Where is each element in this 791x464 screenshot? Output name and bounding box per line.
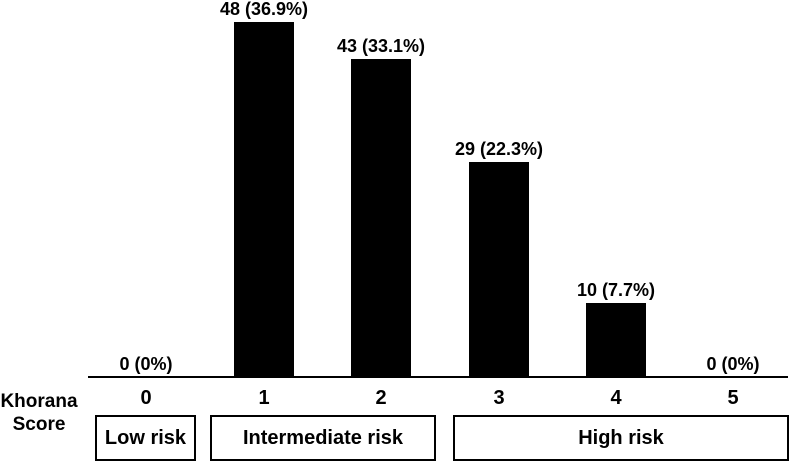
risk-group-label: High risk — [578, 426, 664, 449]
x-tick-label-2: 2 — [375, 387, 387, 409]
x-tick-label-3: 3 — [493, 387, 505, 409]
x-tick-label-4: 4 — [610, 387, 622, 409]
bar-value-label-score-0: 0 (0%) — [119, 354, 173, 374]
bar-value-label-score-3: 29 (22.3%) — [454, 139, 544, 159]
risk-group-label: Intermediate risk — [242, 426, 404, 449]
risk-group-box-low-risk: Low risk — [95, 415, 196, 461]
x-tick-label-0: 0 — [140, 387, 152, 409]
bar-score-4 — [586, 303, 646, 377]
bar-value-label-score-4: 10 (7.7%) — [576, 280, 656, 300]
risk-group-box-high-risk: High risk — [453, 415, 789, 461]
bar-value-label-score-2: 43 (33.1%) — [336, 36, 426, 56]
x-axis-title-line-2: Score — [12, 414, 66, 435]
risk-group-label: Low risk — [104, 426, 187, 449]
x-tick-label-1: 1 — [258, 387, 270, 409]
bar-score-1 — [234, 22, 294, 377]
bar-score-2 — [351, 59, 411, 377]
x-axis-line — [88, 376, 788, 378]
bar-score-3 — [469, 162, 529, 377]
risk-group-box-intermediate-risk: Intermediate risk — [210, 415, 436, 461]
x-axis-title-line-1: Khorana — [0, 391, 78, 412]
bar-value-label-score-1: 48 (36.9%) — [219, 0, 309, 19]
bar-value-label-score-5: 0 (0%) — [706, 354, 760, 374]
x-axis-title: Khorana Score — [0, 390, 79, 436]
x-tick-label-5: 5 — [727, 387, 739, 409]
